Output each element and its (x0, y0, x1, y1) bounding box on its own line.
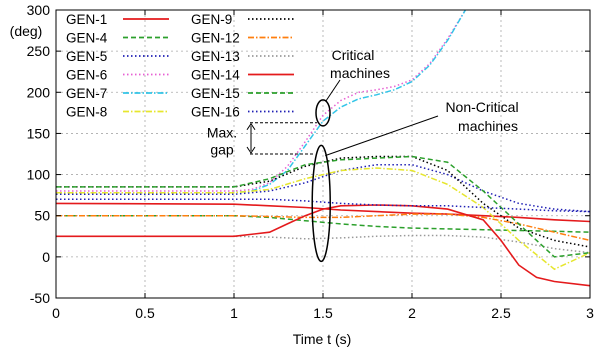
legend-label-gen-5: GEN-5 (66, 49, 107, 64)
legend-label-gen-14: GEN-14 (191, 68, 240, 83)
critical-label-line2: machines (330, 65, 390, 81)
critical-ellipse (315, 99, 331, 127)
critical-label: Critical (332, 47, 375, 63)
legend-label-gen-7: GEN-7 (66, 86, 107, 101)
x-tick-label: 2.5 (491, 305, 511, 321)
x-tick-label: 2 (408, 305, 416, 321)
x-tick-label: 1.5 (313, 305, 333, 321)
y-axis-label: (deg) (10, 23, 43, 39)
y-tick-label: 250 (27, 43, 51, 59)
series-line-gen-16 (56, 198, 590, 213)
legend-label-gen-13: GEN-13 (191, 49, 240, 64)
x-axis-label: Time t (s) (293, 331, 352, 347)
x-tick-label: 3 (586, 305, 594, 321)
y-tick-label: 150 (27, 125, 51, 141)
series-line-gen-4 (56, 214, 590, 233)
y-tick-label: 50 (34, 208, 50, 224)
non-critical-label: Non-Critical (445, 99, 518, 115)
legend-label-gen-9: GEN-9 (191, 12, 232, 27)
legend-label-gen-8: GEN-8 (66, 105, 107, 120)
series-line-gen-1 (56, 202, 590, 223)
legend-label-gen-16: GEN-16 (191, 105, 240, 120)
annotation-group: Critical machines Non-Critical machines Max.… (207, 47, 519, 263)
x-tick-label: 0.5 (135, 305, 155, 321)
gap-arrow-head-up (246, 122, 256, 131)
non-critical-arrow (325, 115, 439, 157)
series-line-gen-8 (56, 167, 590, 271)
critical-arrow (325, 79, 341, 102)
non-critical-label-line2: machines (458, 118, 518, 134)
series-line-gen-12 (56, 213, 590, 242)
max-gap-label: Max. (207, 125, 237, 141)
y-tick-label: 200 (27, 84, 51, 100)
series-group (56, 10, 590, 287)
x-tick-label: 0 (52, 305, 60, 321)
legend-label-gen-4: GEN-4 (66, 31, 108, 46)
series-line-gen-6 (56, 10, 467, 192)
gap-arrow-head-down (246, 146, 256, 154)
max-gap-label-line2: gap (210, 142, 234, 158)
legend-label-gen-12: GEN-12 (191, 31, 240, 46)
series-line-gen-14 (56, 204, 590, 287)
grid-lines (56, 10, 590, 298)
non-critical-ellipse (311, 144, 331, 263)
legend-label-gen-1: GEN-1 (66, 12, 107, 27)
legend-label-gen-15: GEN-15 (191, 86, 240, 101)
legend-label-gen-6: GEN-6 (66, 68, 107, 83)
y-tick-label: 300 (27, 2, 51, 18)
x-tick-label: 1 (230, 305, 238, 321)
y-tick-label: 0 (42, 249, 50, 265)
series-line-gen-15 (56, 155, 590, 258)
plot-frame (55, 9, 591, 299)
y-tick-label: -50 (30, 290, 50, 306)
legend: GEN-1 GEN-4 GEN-5 GEN-6 GEN-7 GEN-8 GEN-9 GEN-1… (66, 12, 294, 120)
series-line-gen-13 (56, 234, 590, 254)
y-tick-label: 100 (27, 167, 51, 183)
